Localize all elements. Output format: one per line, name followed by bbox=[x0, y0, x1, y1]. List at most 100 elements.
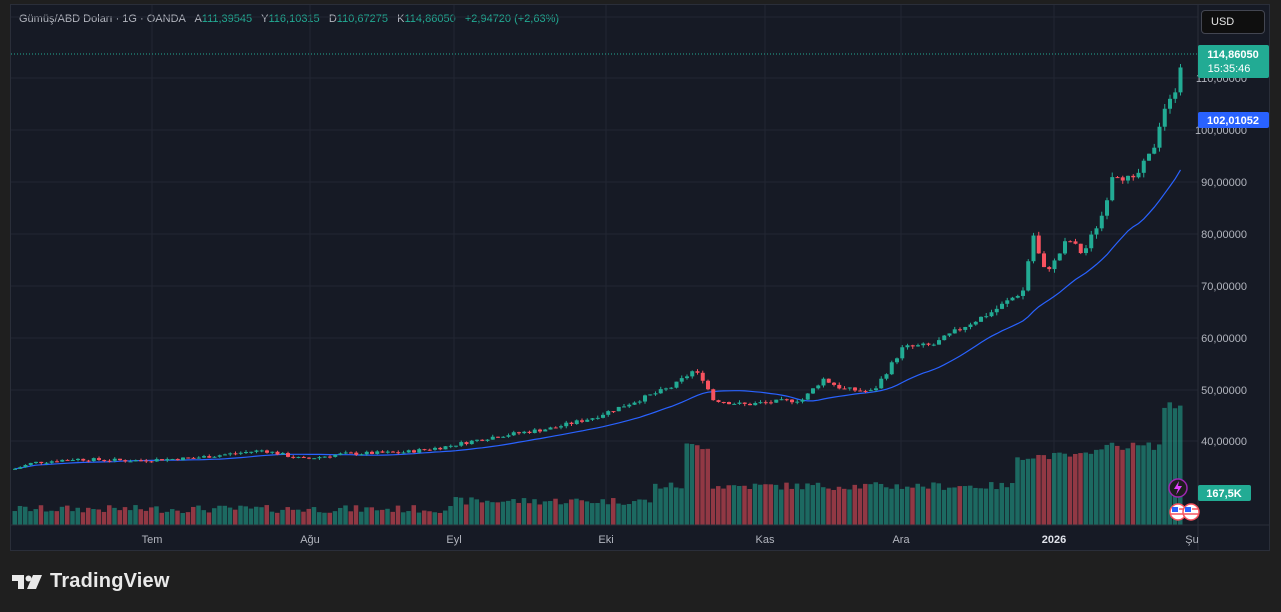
volume-bar bbox=[191, 506, 196, 525]
volume-bar bbox=[306, 508, 311, 525]
open-value: 111,39545 bbox=[201, 13, 253, 25]
candle-body bbox=[721, 401, 726, 403]
candle-body bbox=[527, 431, 532, 433]
volume-bar bbox=[185, 512, 191, 525]
volume-bar bbox=[926, 488, 931, 525]
candle-body bbox=[664, 388, 668, 390]
candle-body bbox=[380, 451, 385, 453]
candle-body bbox=[60, 459, 65, 462]
volume-bar bbox=[238, 505, 243, 525]
volume-bar bbox=[296, 509, 301, 525]
candle-body bbox=[585, 419, 590, 422]
volume-bar bbox=[857, 488, 863, 525]
candle-body bbox=[958, 329, 962, 331]
volume-bar bbox=[810, 485, 815, 525]
volume-bar bbox=[1004, 487, 1010, 525]
volume-bar bbox=[254, 506, 259, 525]
volume-bar bbox=[941, 489, 947, 525]
volume-bar bbox=[884, 487, 889, 525]
candle-body bbox=[296, 456, 301, 458]
volume-bar bbox=[768, 484, 773, 525]
candle-body bbox=[238, 452, 243, 454]
candle-body bbox=[1036, 235, 1041, 254]
volume-bar bbox=[96, 509, 101, 525]
candle-body bbox=[196, 457, 201, 459]
us-flag-event-icon[interactable] bbox=[1182, 503, 1200, 521]
candle-body bbox=[1073, 241, 1078, 244]
candle-body bbox=[779, 399, 784, 401]
candle-body bbox=[1094, 228, 1099, 235]
candle-body bbox=[816, 385, 821, 389]
candle-body bbox=[511, 432, 516, 436]
candle-body bbox=[742, 402, 747, 404]
events-lightning-icon[interactable] bbox=[1168, 478, 1188, 498]
candle-body bbox=[312, 458, 317, 460]
volume-bar bbox=[395, 505, 401, 525]
volume-bar bbox=[28, 511, 33, 525]
ma-value-badge: 102,01052 bbox=[1198, 112, 1269, 128]
volume-bar bbox=[149, 507, 154, 525]
candle-body bbox=[1089, 234, 1094, 249]
volume-bar bbox=[595, 503, 600, 525]
time-label: Ara bbox=[892, 534, 910, 546]
volume-bar bbox=[957, 486, 962, 525]
candle-body bbox=[900, 347, 905, 359]
candle-body bbox=[501, 436, 506, 438]
candle-body bbox=[70, 460, 75, 462]
candle-body bbox=[55, 461, 59, 463]
candle-body bbox=[758, 402, 763, 404]
candle-body bbox=[317, 457, 322, 459]
candle-body bbox=[832, 382, 836, 385]
candle-body bbox=[49, 461, 54, 463]
last-price-badge: 114,86050 15:35:46 bbox=[1198, 45, 1269, 78]
volume-bar bbox=[343, 505, 348, 525]
volume-bar bbox=[878, 483, 884, 525]
low-value: 110,67275 bbox=[336, 13, 388, 25]
volume-bar bbox=[464, 504, 469, 525]
volume-bar bbox=[642, 499, 647, 525]
candle-body bbox=[128, 461, 133, 463]
candle-body bbox=[1110, 177, 1115, 201]
volume-bar bbox=[1078, 453, 1083, 525]
volume-bar bbox=[406, 511, 411, 525]
candle-body bbox=[18, 467, 23, 469]
candle-body bbox=[496, 436, 500, 438]
time-axis[interactable]: Tem Ağu Eyl Eki Kas Ara 2026 Şu bbox=[142, 534, 1199, 546]
candle-body bbox=[1152, 147, 1157, 154]
volume-bar bbox=[794, 483, 800, 525]
volume-bar bbox=[516, 502, 521, 525]
candle-body bbox=[921, 343, 926, 346]
candle-body bbox=[438, 447, 443, 450]
volume-bar bbox=[563, 503, 569, 525]
volume-bar bbox=[390, 511, 395, 525]
volume-bar bbox=[983, 488, 989, 525]
volume-bar bbox=[301, 511, 306, 525]
candle-body bbox=[454, 445, 458, 447]
candle-body bbox=[175, 458, 180, 461]
volume-value: 167,5K bbox=[1206, 488, 1242, 500]
candle-body bbox=[884, 374, 889, 379]
volume-bar bbox=[973, 487, 978, 525]
candle-body bbox=[863, 390, 868, 392]
volume-bar bbox=[243, 506, 248, 525]
chart-panel[interactable]: Gümüş/ABD Doları · 1G · OANDA A111,39545… bbox=[10, 4, 1270, 551]
volume-bar bbox=[1073, 453, 1078, 525]
candle-body bbox=[595, 417, 600, 419]
volume-bar bbox=[474, 499, 479, 525]
volume-bar bbox=[170, 509, 175, 525]
price-axis[interactable]: 110,00000 100,00000 90,00000 80,00000 70… bbox=[1195, 73, 1247, 448]
candle-body bbox=[322, 456, 327, 458]
volume-bar bbox=[626, 504, 632, 525]
currency-button[interactable]: USD bbox=[1201, 10, 1265, 34]
volume-bar bbox=[1146, 442, 1151, 525]
volume-bar bbox=[689, 443, 695, 525]
tradingview-logo[interactable]: TradingView bbox=[12, 570, 170, 593]
volume-bar bbox=[616, 503, 621, 525]
candle-body bbox=[795, 401, 800, 403]
candle-body bbox=[895, 358, 899, 363]
price-chart[interactable]: 110,00000 100,00000 90,00000 80,00000 70… bbox=[11, 5, 1269, 550]
candle-body bbox=[480, 439, 485, 441]
volume-bar bbox=[663, 487, 668, 525]
volume-bar bbox=[611, 498, 616, 525]
candle-body bbox=[506, 435, 511, 437]
